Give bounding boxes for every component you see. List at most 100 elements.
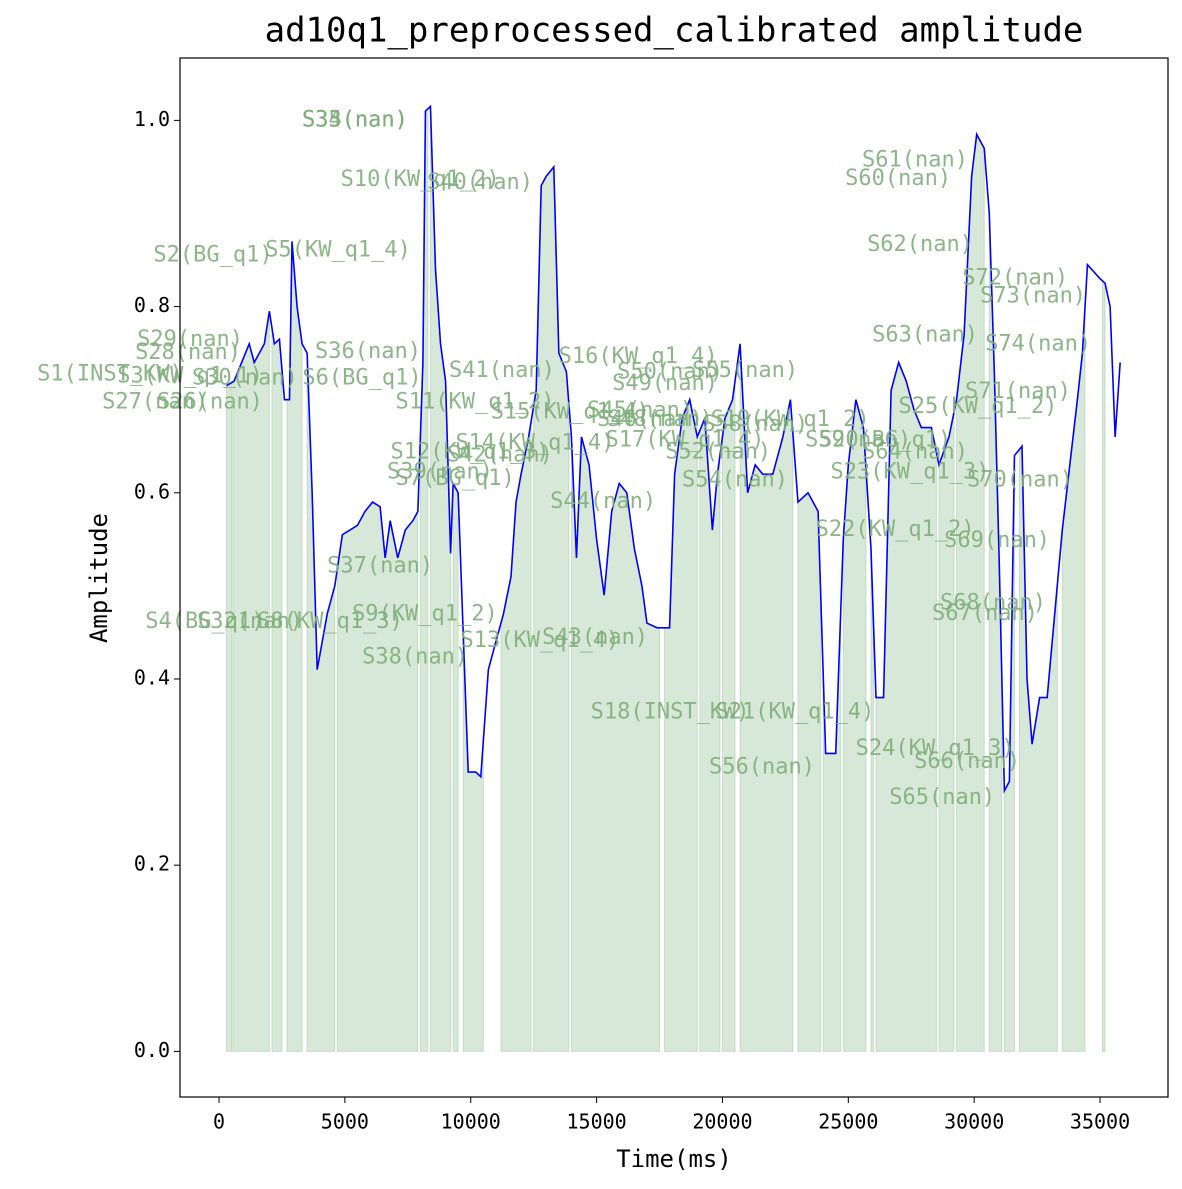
x-tick-label: 5000 [321, 1110, 369, 1134]
segment-span [664, 397, 698, 1052]
segment-label: S12(KW_q1_3) [391, 440, 550, 465]
segment-label: S63(nan) [872, 322, 978, 347]
segment-label: S25(KW_q1_2) [898, 394, 1057, 419]
segment-label: S39(nan) [387, 459, 493, 484]
segment-label: S64(nan) [862, 440, 968, 465]
segment-label: S48(nan) [607, 407, 713, 432]
segment-label: S68(nan) [940, 591, 1046, 616]
segment-span [226, 381, 233, 1052]
y-tick-label: 1.0 [134, 107, 170, 131]
segment-label: S33(nan) [302, 107, 408, 132]
x-tick-label: 0 [213, 1110, 225, 1134]
segment-label: S36(nan) [315, 339, 421, 364]
chart-title: ad10q1_preprocessed_calibrated amplitude [265, 11, 1084, 51]
segment-span [500, 421, 532, 1052]
annotations: S33(nan)S34(nan)S35(nan) S10(KW_q1_2)S40(… [37, 107, 1091, 810]
segment-label: S54(nan) [682, 468, 788, 493]
segment-label: S24(KW_q1_3) [856, 736, 1015, 761]
segment-label: S13(KW_q1_4) [460, 628, 619, 653]
segment-label: S35(nan) [302, 107, 408, 132]
segment-span [570, 436, 661, 1052]
segment-label: S17(KW_q1_4) [605, 428, 764, 453]
segment-label: S52(nan) [665, 440, 771, 465]
segment-label: S55(nan) [692, 358, 798, 383]
x-tick-label: 10000 [441, 1110, 501, 1134]
segment-label: S18(INST_KW) [591, 699, 750, 724]
segment-span [286, 241, 303, 1052]
segment-label: S34(nan) [302, 107, 408, 132]
segment-label: S42(nan) [447, 443, 553, 468]
segment-span [938, 411, 955, 1052]
segment-label: S8(KW_q1_3) [257, 609, 403, 634]
segment-label: S45(nan) [587, 398, 693, 423]
segment-label: S71(nan) [965, 379, 1071, 404]
segment-label: S62(nan) [867, 232, 973, 257]
segment-label: S46(nan) [597, 407, 703, 432]
segment-label: S19(KW_q1_2) [711, 407, 870, 432]
segment-span [336, 501, 419, 1052]
x-axis-label: Time(ms) [616, 1145, 732, 1173]
segment-label: S26(nan) [157, 389, 263, 414]
segment-label: S67(nan) [932, 601, 1038, 626]
segment-label: S60(nan) [845, 166, 951, 191]
segment-label: S29(nan) [137, 327, 243, 352]
segment-span [232, 311, 270, 1052]
segment-label: S3(KW_q1_1) [117, 363, 263, 388]
segment-label: S11(KW_q1_2) [396, 389, 555, 414]
axes-frame [179, 57, 1169, 1098]
y-tick-label: 0.8 [134, 293, 170, 317]
segment-label: S27(nan) [102, 389, 208, 414]
segment-label: S65(nan) [889, 785, 995, 810]
segment-label: S74(nan) [985, 332, 1091, 357]
segment-label: S14(KW_q1_4) [455, 430, 614, 455]
segment-label: S32(nan) [197, 609, 303, 634]
y-tick-label: 0.2 [134, 852, 170, 876]
x-tick-label: 30000 [944, 1110, 1004, 1134]
segment-label: S44(nan) [550, 489, 656, 514]
segment-label: S70(nan) [967, 468, 1073, 493]
segment-label: S59(nan) [805, 428, 911, 453]
segment-label: S58(nan) [702, 412, 808, 437]
y-tick-label: 0.0 [134, 1038, 170, 1062]
segment-label: S41(nan) [449, 358, 555, 383]
segment-label: S20(BG_q1) [819, 428, 951, 453]
segment-label: S61(nan) [862, 147, 968, 172]
segment-label: S16(KW_q1_4) [559, 344, 718, 369]
segment-label: S37(nan) [327, 553, 433, 578]
segment-span [1061, 308, 1086, 1052]
x-tick-label: 15000 [566, 1110, 626, 1134]
segment-label: S43(nan) [542, 625, 648, 650]
segment-label: S23(KW_q1_3) [831, 459, 990, 484]
segment-label: S72(nan) [962, 266, 1068, 291]
segment-label: S38(nan) [362, 645, 468, 670]
segment-label: S4(BG_q1) [145, 609, 264, 634]
segment-label: S2(BG_q1) [153, 242, 272, 267]
segment-label: S69(nan) [944, 528, 1050, 553]
segment-label: S6(BG_q1) [302, 365, 421, 390]
segment-span [271, 327, 283, 1052]
segment-label: S66(nan) [914, 749, 1020, 774]
segment-label: S49(nan) [612, 371, 718, 396]
segment-span [452, 483, 459, 1052]
y-axis-label: Amplitude [85, 513, 113, 643]
segment-label: S22(KW_q1_2) [816, 517, 975, 542]
segment-label: S1(INST_KW) [37, 362, 183, 387]
segment-label: S21(KW_q1_4) [715, 699, 874, 724]
segment-label: S28(nan) [135, 340, 241, 365]
y-tick-label: 0.4 [134, 665, 170, 689]
x-tick-label: 35000 [1070, 1110, 1130, 1134]
segment-label: S10(KW_q1_2) [341, 167, 500, 192]
segment-label: S9(KW_q1_2) [352, 602, 498, 627]
segment-label: S15(KW_q1_4) [491, 400, 650, 425]
plot-area [226, 104, 1121, 1052]
amplitude-line [226, 104, 1121, 794]
segment-label: S50(nan) [617, 360, 723, 385]
segment-label: S5(KW_q1_4) [265, 238, 411, 263]
segment-label: S73(nan) [980, 283, 1086, 308]
x-tick-label: 20000 [692, 1110, 752, 1134]
segment-span [1102, 279, 1106, 1052]
x-tick-label: 25000 [818, 1110, 878, 1134]
segment-label: S7(BG_q1) [396, 466, 515, 491]
segment-span [699, 418, 721, 1052]
